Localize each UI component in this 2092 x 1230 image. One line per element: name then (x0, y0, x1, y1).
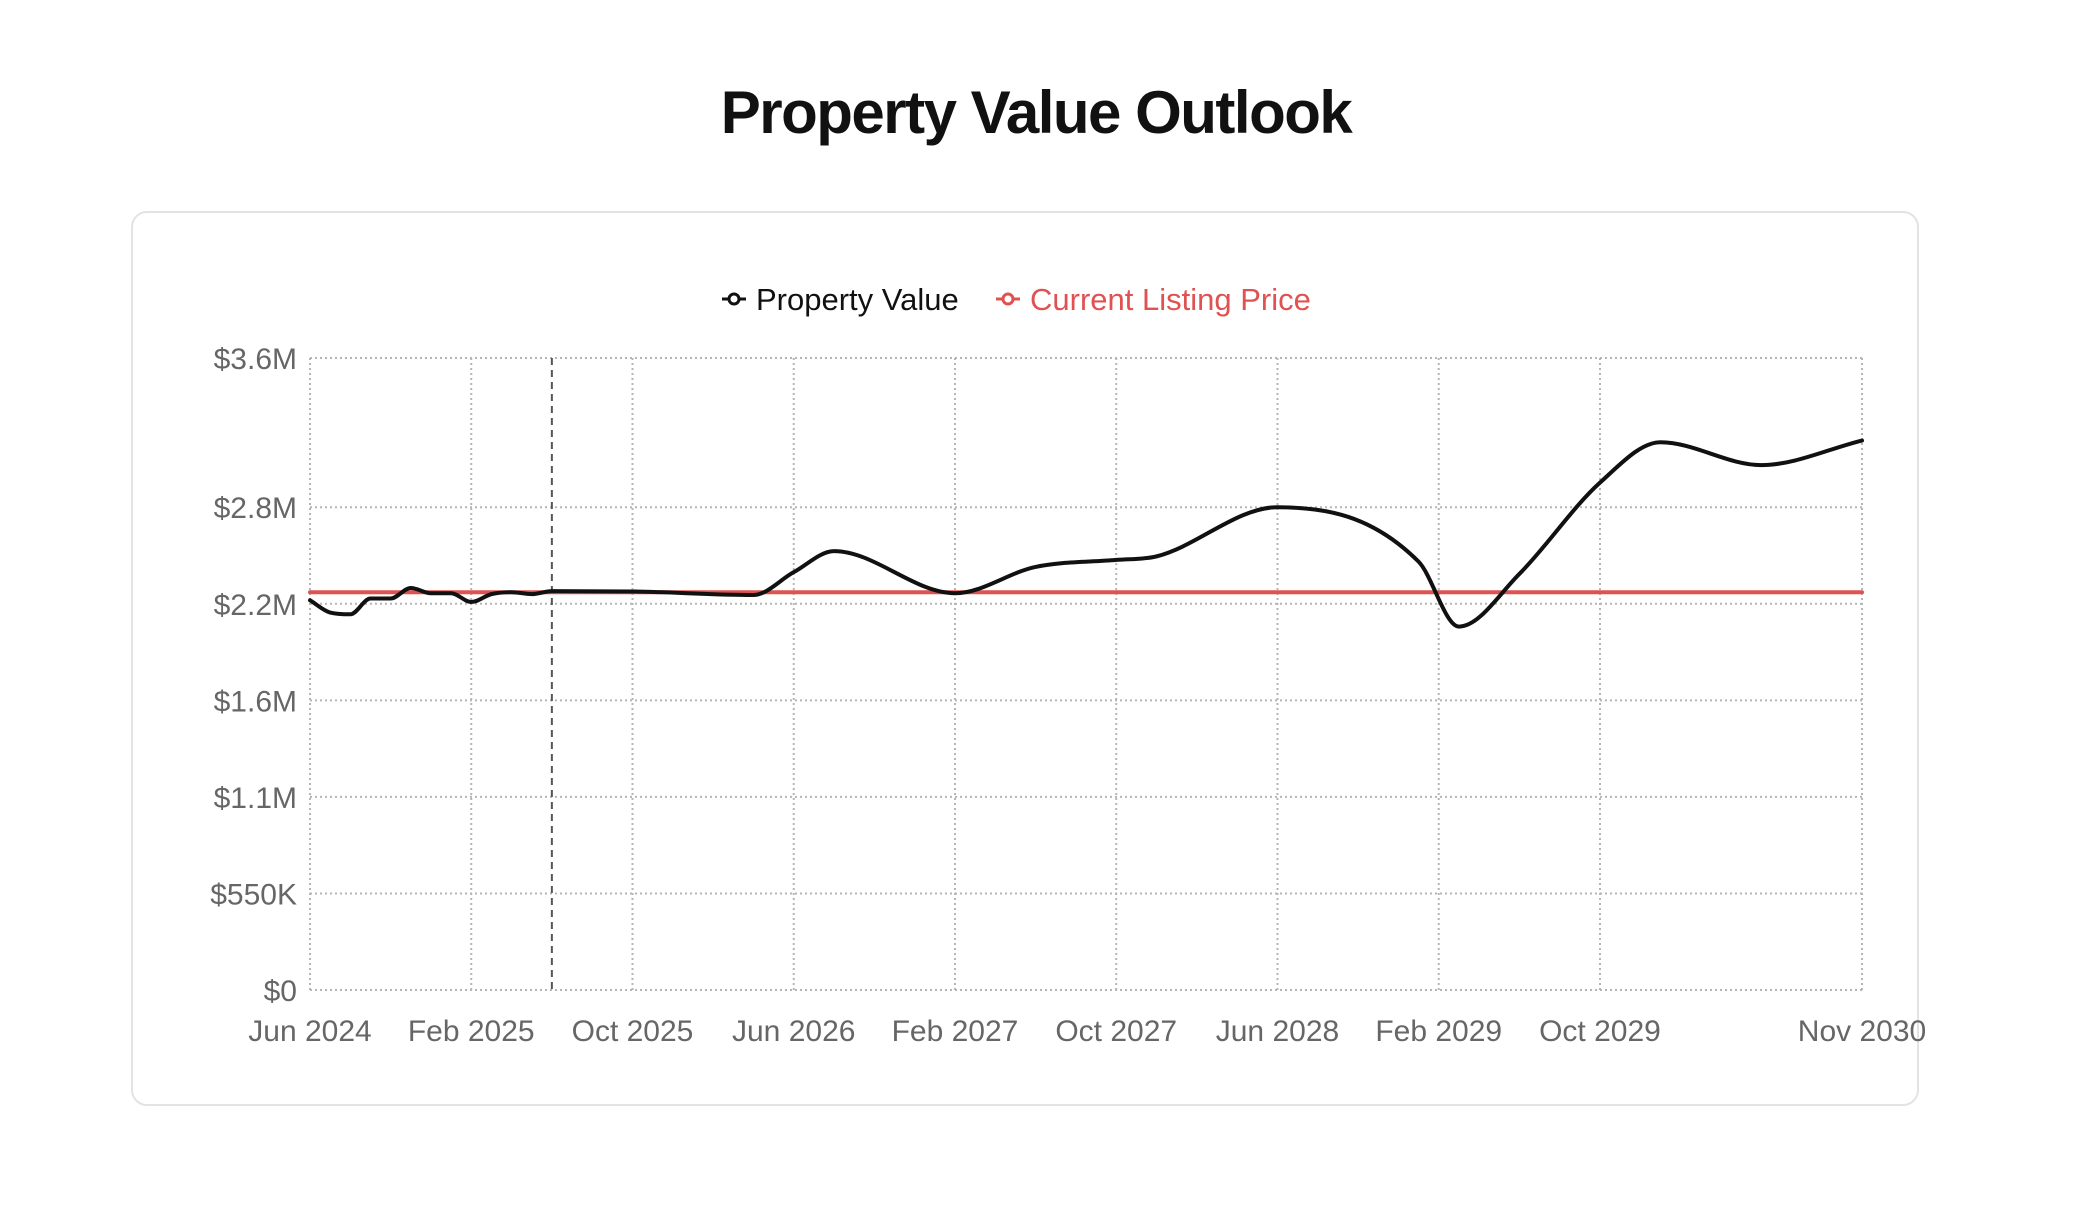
data-point-property-value[interactable] (949, 587, 961, 599)
data-point-property-value[interactable] (788, 566, 800, 578)
x-tick-label: Feb 2029 (1375, 1015, 1502, 1048)
x-tick-label: Nov 2030 (1798, 1015, 1926, 1048)
data-point-property-value[interactable] (1271, 501, 1283, 513)
x-tick-label: Jun 2028 (1216, 1015, 1339, 1048)
y-tick-label: $0 (264, 975, 297, 1008)
data-point-property-value[interactable] (405, 582, 417, 594)
y-tick-label: $1.6M (214, 685, 297, 718)
data-point-property-value[interactable] (1594, 477, 1606, 489)
legend-item-current-listing-price[interactable]: Current Listing Price (996, 282, 1311, 317)
data-point-property-value[interactable] (485, 588, 497, 600)
y-tick-label: $2.2M (214, 589, 297, 622)
data-point-property-value[interactable] (828, 545, 840, 557)
data-point-property-value[interactable] (445, 587, 457, 599)
data-point-property-value[interactable] (364, 593, 376, 605)
y-tick-label: $2.8M (214, 492, 297, 525)
y-tick-label: $1.1M (214, 782, 297, 815)
series-line-property-value (308, 438, 1864, 629)
data-point-property-value[interactable] (1151, 550, 1163, 562)
y-tick-label: $3.6M (214, 343, 297, 376)
legend-item-property-value[interactable]: Property Value (722, 282, 959, 317)
data-point-current-listing-price[interactable] (1856, 586, 1868, 598)
data-point-property-value[interactable] (344, 608, 356, 620)
data-point-property-value[interactable] (1513, 568, 1525, 580)
x-tick-label: Oct 2025 (572, 1015, 694, 1048)
x-tick-label: Jun 2026 (732, 1015, 855, 1048)
data-point-property-value[interactable] (324, 607, 336, 619)
data-point-property-value[interactable] (1755, 459, 1767, 471)
data-point-property-value[interactable] (1413, 556, 1425, 568)
legend-label-property-value: Property Value (756, 282, 959, 317)
data-point-property-value[interactable] (304, 594, 316, 606)
chart-title: Property Value Outlook (720, 79, 1353, 146)
x-tick-label: Jun 2024 (248, 1015, 371, 1048)
x-tick-label: Oct 2027 (1055, 1015, 1177, 1048)
series-group (304, 435, 1868, 633)
data-point-property-value[interactable] (1856, 435, 1868, 447)
x-tick-label: Feb 2027 (892, 1015, 1019, 1048)
data-point-property-value[interactable] (747, 589, 759, 601)
data-point-property-value[interactable] (546, 585, 558, 597)
data-point-property-value[interactable] (626, 585, 638, 597)
data-point-property-value[interactable] (1110, 554, 1122, 566)
data-point-property-value[interactable] (425, 587, 437, 599)
y-axis: $0 $550K $1.1M $1.6M $2.2M $2.8M $3.6M (210, 343, 297, 1008)
chart-card (131, 211, 1919, 1106)
legend-label-current-listing-price: Current Listing Price (1030, 282, 1311, 317)
data-point-property-value[interactable] (385, 593, 397, 605)
data-point-property-value[interactable] (465, 596, 477, 608)
legend: Property Value Current Listing Price (722, 282, 1311, 317)
x-tick-label: Oct 2029 (1539, 1015, 1661, 1048)
data-point-property-value[interactable] (1654, 436, 1666, 448)
data-point-property-value[interactable] (1030, 561, 1042, 573)
y-tick-label: $550K (210, 878, 297, 911)
grid (309, 357, 1863, 991)
x-axis: Jun 2024 Feb 2025 Oct 2025 Jun 2026 Feb 2027… (248, 1015, 1926, 1048)
data-point-property-value[interactable] (1453, 621, 1465, 633)
data-point-property-value[interactable] (506, 586, 518, 598)
x-tick-label: Feb 2025 (408, 1015, 535, 1048)
data-point-property-value[interactable] (526, 588, 538, 600)
